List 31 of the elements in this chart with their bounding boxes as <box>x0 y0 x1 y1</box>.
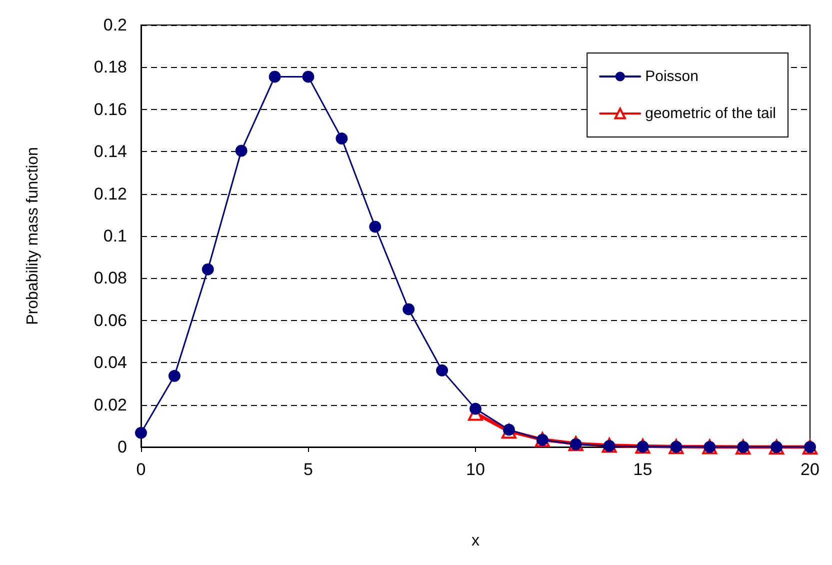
y-tick-label: 0.06 <box>94 310 127 330</box>
y-tick-label: 0.08 <box>94 268 127 288</box>
point <box>402 303 415 316</box>
y-tick-label: 0.02 <box>94 395 127 414</box>
y-tick-label: 0 <box>118 438 127 456</box>
legend-label: geometric of the tail <box>645 105 776 122</box>
x-tick-label: 15 <box>633 460 652 479</box>
point <box>168 370 180 382</box>
x-tick-label: 10 <box>466 460 485 479</box>
y-tick-label: 0.18 <box>94 58 127 77</box>
x-axis-title: x <box>472 532 480 550</box>
x-tick-label: 20 <box>800 460 820 479</box>
y-tick-label: 0.12 <box>94 184 127 204</box>
point <box>336 132 348 145</box>
y-tick-label: 0.16 <box>94 100 127 119</box>
legend-label: Poisson <box>645 68 698 85</box>
point <box>369 220 382 233</box>
y-tick-label: 0.2 <box>103 16 127 34</box>
y-axis-title: Probability mass function <box>24 147 42 325</box>
point <box>302 70 314 83</box>
point <box>268 70 281 83</box>
point <box>135 426 147 439</box>
point <box>235 144 248 157</box>
y-tick-label: 0.1 <box>103 226 127 246</box>
y-tick-label: 0.14 <box>94 142 127 162</box>
y-tick-label: 0.04 <box>94 353 127 372</box>
x-tick-label: 5 <box>304 460 313 479</box>
point <box>202 263 214 276</box>
x-tick-label: 0 <box>136 460 146 479</box>
point <box>470 402 482 415</box>
point <box>436 364 448 376</box>
